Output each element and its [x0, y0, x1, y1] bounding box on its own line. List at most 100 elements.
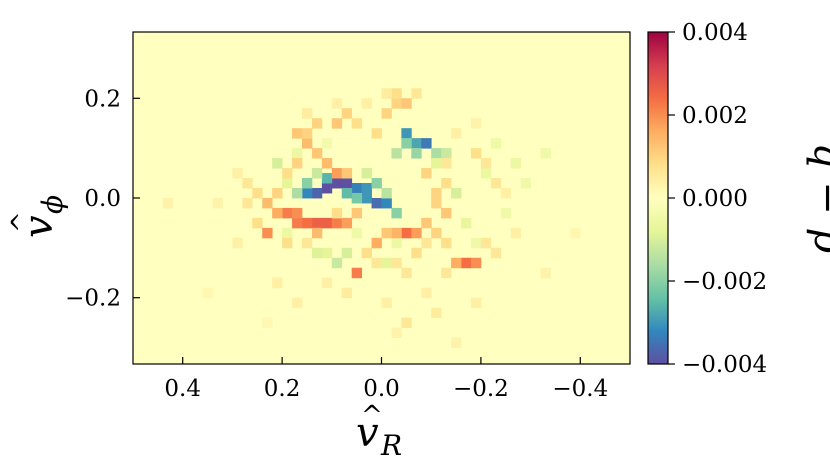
- heatmap-cell: [570, 227, 581, 239]
- x-axis-label-symbol: v: [356, 410, 379, 456]
- heatmap-cell: [351, 227, 363, 239]
- heatmap-cell: [341, 108, 353, 119]
- heatmap-cell: [391, 88, 402, 99]
- heatmap-cell: [341, 187, 353, 199]
- heatmap-cell: [371, 237, 382, 249]
- x-tick-label: −0.2: [453, 376, 509, 402]
- heatmap-cell: [351, 267, 363, 279]
- heatmap-cell: [272, 207, 283, 219]
- x-tick-label: 0.0: [363, 376, 400, 402]
- heatmap-cell: [431, 227, 442, 239]
- heatmap-cell: [252, 187, 263, 199]
- heatmap-cell: [361, 168, 372, 179]
- heatmap-cell: [272, 277, 283, 289]
- heatmap-cell: [351, 183, 363, 194]
- heatmap-cell: [411, 88, 422, 99]
- y-axis-label: v ^ ϕ: [7, 195, 69, 238]
- heatmap-cell: [490, 178, 502, 189]
- heatmap-cell: [381, 227, 392, 239]
- heatmap-cell: [391, 207, 402, 219]
- heatmap-cell: [292, 297, 303, 309]
- heatmap-cell: [321, 138, 333, 149]
- heatmap-cell: [520, 178, 531, 189]
- heatmap-cell: [282, 178, 293, 189]
- heatmap-cell: [381, 257, 392, 269]
- heatmap-cell: [401, 128, 412, 139]
- heatmap-cell: [480, 237, 492, 249]
- heatmap-cell: [331, 178, 343, 189]
- heatmap-cell: [480, 158, 492, 169]
- heatmap-cell: [292, 158, 303, 169]
- heatmap-cell: [331, 168, 343, 179]
- heatmap-cell: [441, 178, 452, 189]
- colorbar: 0.004 0.002 0.000 −0.002 −0.004 q − p: [647, 20, 830, 378]
- x-tick-label: 0.4: [164, 376, 201, 402]
- colorbar-tick-label: 0.000: [682, 186, 748, 212]
- heatmap-cell: [311, 118, 323, 129]
- heatmap-cell: [311, 187, 323, 199]
- colorbar-tick-label: −0.004: [682, 352, 767, 378]
- heatmap-cell: [301, 128, 313, 139]
- heatmap-cell: [391, 257, 402, 269]
- heatmap-cell: [282, 168, 293, 179]
- heatmap-cell: [470, 297, 482, 309]
- heatmap-cell: [331, 257, 343, 269]
- heatmap-cell: [391, 327, 402, 339]
- heatmap-cell: [421, 138, 432, 149]
- heatmap-cell: [341, 287, 353, 299]
- heatmap-cell: [301, 187, 313, 199]
- colorbar-label: q − p: [805, 143, 830, 253]
- heatmap-cell: [311, 227, 323, 239]
- heatmap-cell: [311, 168, 323, 179]
- heatmap-cell: [461, 217, 472, 229]
- heatmap-cell: [162, 197, 174, 209]
- heatmap-cell: [480, 168, 492, 179]
- heatmap-cell: [431, 197, 442, 209]
- heatmap-cell: [301, 237, 313, 249]
- heatmap-cell: [470, 148, 482, 159]
- y-axis-label-subscript: ϕ: [36, 195, 69, 214]
- heatmap-cell: [411, 247, 422, 259]
- heatmap-cell: [262, 317, 273, 329]
- colorbar-tick-label: −0.002: [682, 269, 767, 295]
- heatmap-cell: [292, 148, 303, 159]
- x-axis-label-subscript: R: [380, 429, 402, 462]
- heatmap-cell: [232, 168, 243, 179]
- heatmap-cell: [490, 247, 502, 259]
- heatmap-cell: [341, 217, 353, 229]
- y-tick-label: 0.2: [84, 86, 121, 112]
- y-axis-ticks: 0.2 0.0 −0.2: [65, 86, 140, 312]
- heatmap-cell: [411, 227, 422, 239]
- heatmap-cell: [451, 187, 462, 199]
- heatmap-cell: [272, 158, 283, 169]
- heatmap-cell: [510, 158, 522, 169]
- y-axis-label-symbol: v: [16, 215, 62, 238]
- heatmap-cell: [421, 237, 432, 249]
- heatmap-cell: [321, 173, 333, 184]
- heatmap-cell: [242, 197, 253, 209]
- heatmap-cell: [242, 178, 253, 189]
- heatmap-cell: [212, 197, 223, 209]
- heatmap-cell: [411, 138, 422, 149]
- x-axis-ticks: 0.4 0.2 0.0 −0.2 −0.4: [164, 357, 608, 402]
- heatmap-cell: [441, 237, 452, 249]
- heatmap-cell: [311, 247, 323, 259]
- heatmap-cell: [431, 148, 442, 159]
- heatmap-cell: [371, 257, 382, 269]
- heatmap-cell: [381, 88, 392, 99]
- heatmap-cell: [371, 128, 382, 139]
- heatmap-cell: [391, 148, 402, 159]
- heatmap-cell: [451, 337, 462, 348]
- heatmap-cell: [292, 128, 303, 139]
- y-tick-label: −0.2: [65, 286, 121, 312]
- heatmap-cell: [401, 138, 412, 149]
- heatmap-cell: [311, 217, 323, 229]
- heatmap-cell: [292, 207, 303, 219]
- heatmap-cell: [361, 247, 372, 259]
- heatmap-cell: [391, 237, 402, 249]
- heatmap-cell: [321, 158, 333, 169]
- heatmap-cell: [510, 227, 522, 239]
- heatmap-cell: [301, 108, 313, 119]
- heatmap-cell: [301, 138, 313, 149]
